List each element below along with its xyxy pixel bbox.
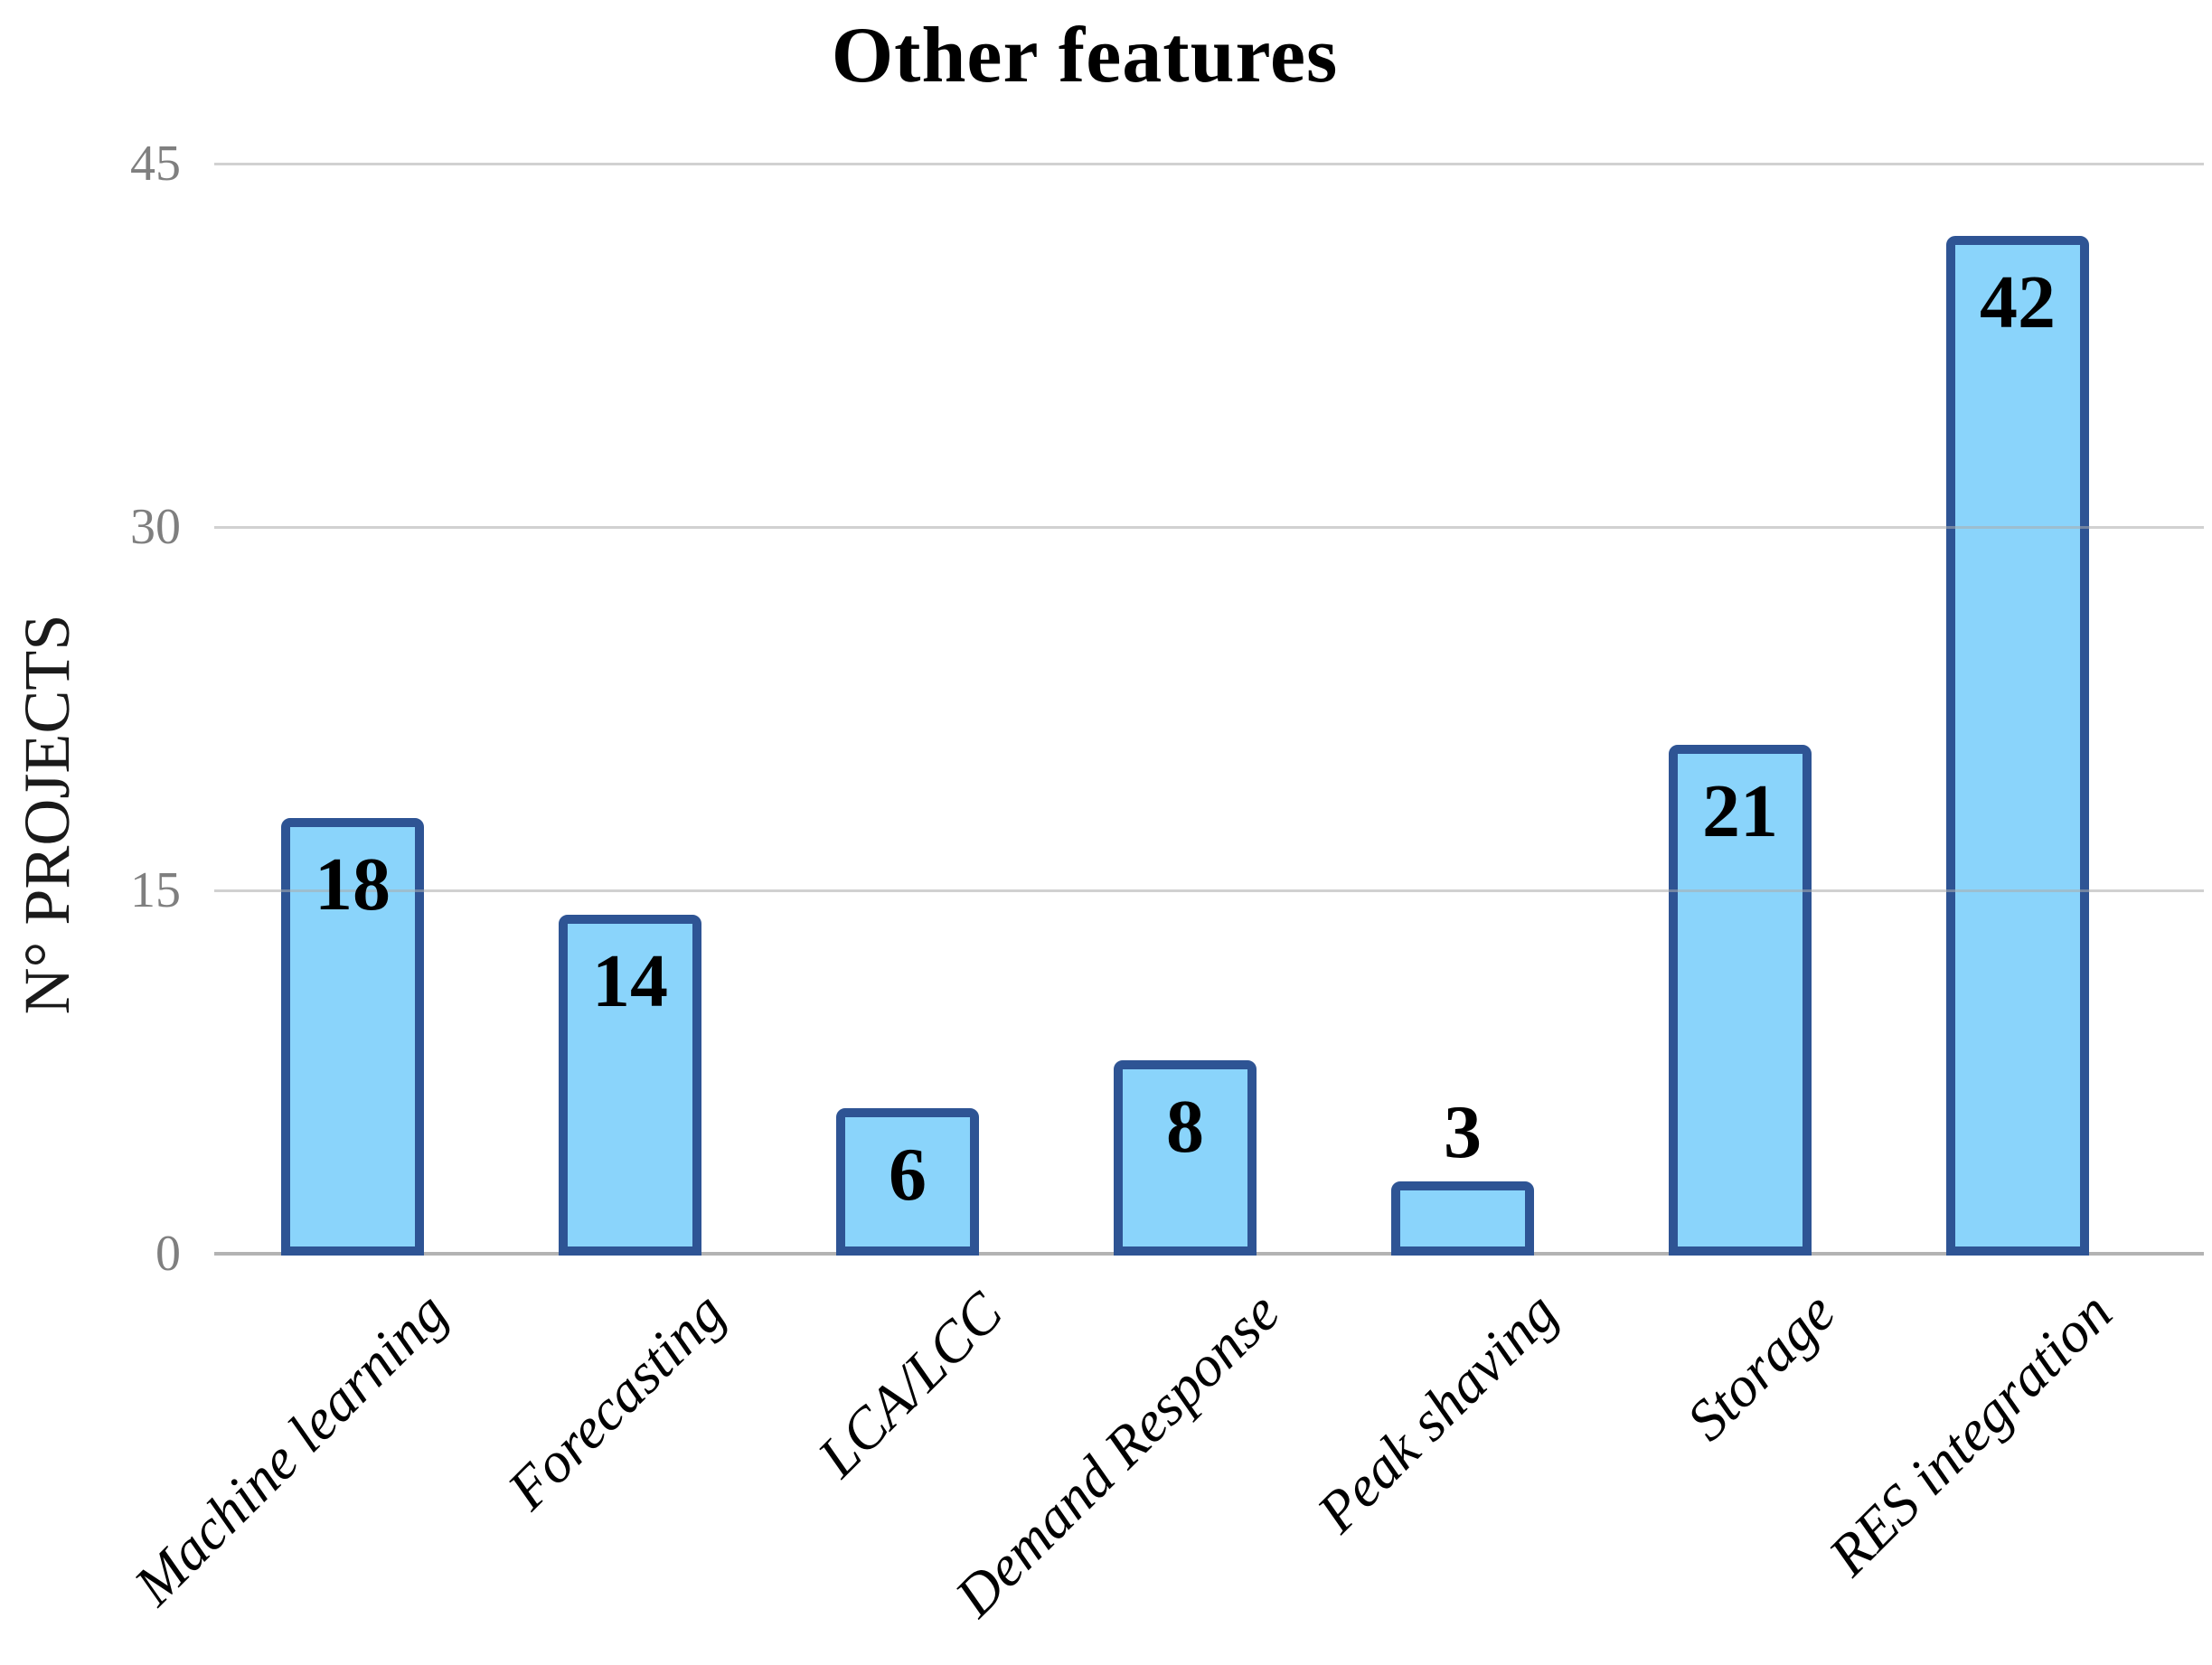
y-axis-title: N° PROJECTS xyxy=(11,614,83,1015)
bar-value-label: 6 xyxy=(889,1133,927,1218)
y-tick-label: 15 xyxy=(130,862,181,918)
gridline-45 xyxy=(214,163,2204,165)
bar xyxy=(1391,1181,1534,1256)
bar-value-label: 3 xyxy=(1444,1089,1482,1174)
y-tick-label: 0 xyxy=(155,1226,181,1282)
bar xyxy=(1946,236,2089,1256)
category-label: Peak shaving xyxy=(1304,1279,1570,1545)
category-label: RES integration xyxy=(1816,1279,2125,1588)
y-tick-label: 30 xyxy=(130,499,181,555)
bar-value-label: 14 xyxy=(592,938,668,1023)
bar xyxy=(1114,1059,1257,1256)
bar-value-label: 42 xyxy=(1980,260,2056,345)
category-label: Storage xyxy=(1674,1279,1848,1453)
bar xyxy=(1669,745,1812,1256)
gridline-30 xyxy=(214,526,2204,529)
category-label: Forecasting xyxy=(494,1279,738,1522)
bar xyxy=(836,1108,979,1256)
category-label: LCA/LCC xyxy=(805,1279,1015,1490)
chart-title: Other features xyxy=(831,12,1339,99)
bar-value-label: 8 xyxy=(1166,1084,1204,1169)
bar-value-label: 18 xyxy=(315,842,391,927)
bar-value-label: 21 xyxy=(1702,769,1778,854)
bar xyxy=(559,914,701,1256)
gridline-15 xyxy=(214,889,2204,892)
category-label: Machine learning xyxy=(121,1279,460,1618)
y-tick-label: 45 xyxy=(130,136,181,192)
